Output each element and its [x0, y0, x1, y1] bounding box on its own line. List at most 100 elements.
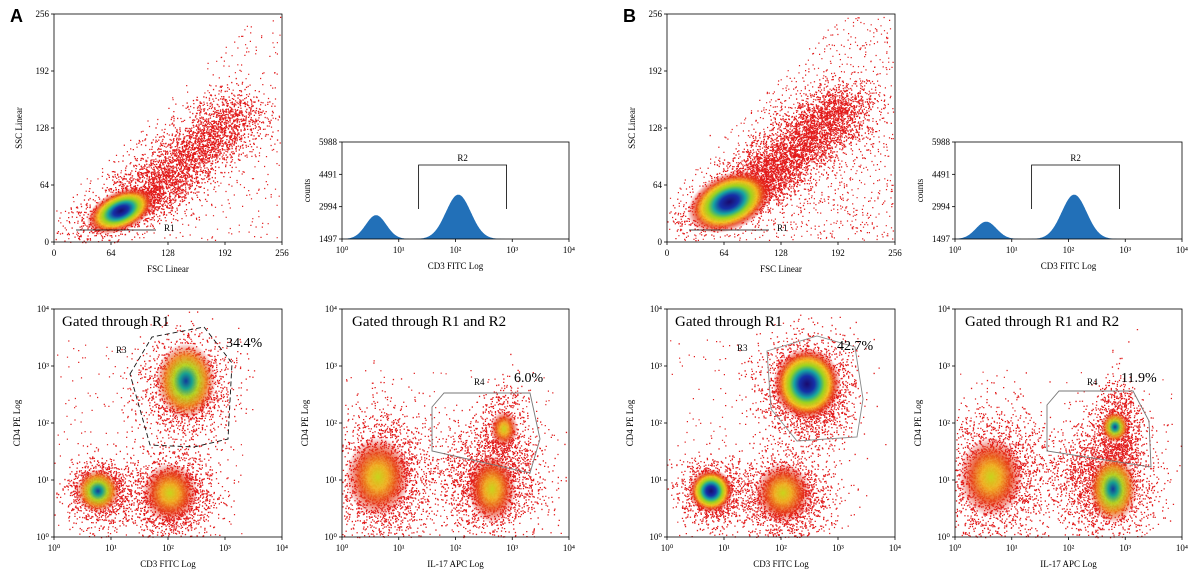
r4-gate-label: R4 [1087, 377, 1098, 387]
y-tick-label: 10⁰ [649, 532, 662, 542]
y-axis-label: counts [302, 178, 312, 202]
y-axis-label: SSC Linear [627, 107, 637, 149]
x-tick-label: 64 [107, 248, 117, 258]
y-tick-label: 10⁴ [37, 304, 49, 314]
scatter-points [108, 138, 230, 237]
scatter-points [750, 98, 863, 179]
x-axis-label: CD3 FITC Log [1041, 261, 1097, 271]
y-tick-label: 10⁴ [325, 304, 337, 314]
y-tick-label: 10³ [325, 361, 337, 371]
x-axis-label: IL-17 APC Log [1040, 559, 1097, 569]
y-tick-label: 192 [649, 66, 663, 76]
y-tick-label: 10² [37, 418, 49, 428]
il17neg-population [959, 437, 1023, 517]
x-tick-label: 0 [665, 248, 670, 258]
x-axis-label: CD3 FITC Log [428, 261, 484, 271]
x-tick-label: 10⁰ [336, 543, 349, 553]
y-tick-label: 2994 [319, 202, 338, 212]
scatter-points [342, 360, 472, 539]
r2-gate-label: R2 [457, 153, 468, 163]
r2-gate [1031, 164, 1120, 209]
y-tick-label: 10¹ [650, 475, 662, 485]
x-axis-label: FSC Linear [760, 264, 802, 274]
x-tick-label: 64 [720, 248, 730, 258]
x-axis-label: IL-17 APC Log [427, 559, 484, 569]
cd4-population [156, 343, 216, 419]
x-tick-label: 10³ [1119, 543, 1131, 553]
x-tick-label: 10² [450, 543, 462, 553]
plot-title: Gated through R1 [675, 314, 782, 330]
x-tick-label: 10⁰ [48, 543, 61, 553]
scatter-points [155, 89, 261, 175]
y-tick-label: 10⁰ [937, 532, 950, 542]
x-tick-label: 10⁰ [949, 245, 962, 255]
cd3-histogram-area [955, 194, 1182, 239]
x-axis-label: CD3 FITC Log [753, 559, 809, 569]
x-tick-label: 10¹ [718, 543, 730, 553]
x-tick-label: 10⁰ [336, 245, 349, 255]
y-tick-label: 0 [45, 237, 50, 247]
r3-gate-label: R3 [737, 343, 748, 353]
y-tick-label: 10⁴ [650, 304, 662, 314]
y-axis-label: SSC Linear [14, 107, 24, 149]
x-tick-label: 128 [774, 248, 788, 258]
scatter-points [148, 106, 257, 196]
r3-gate [129, 326, 233, 448]
r3-gate-label: R3 [116, 345, 127, 355]
il17pos-cd4pos-population [490, 411, 518, 447]
y-tick-label: 0 [658, 237, 663, 247]
r3-percent: 34.4% [226, 336, 263, 351]
y-tick-label: 5988 [319, 137, 338, 147]
il17neg-population [346, 437, 410, 517]
r4-percent: 6.0% [514, 371, 544, 386]
density-layer [76, 170, 1137, 523]
y-tick-label: 4491 [319, 169, 337, 179]
y-axis-label: CD4 PE Log [12, 399, 22, 446]
x-tick-label: 10⁴ [1176, 245, 1188, 255]
x-tick-label: 10¹ [1006, 245, 1018, 255]
r4-gate [1046, 390, 1152, 468]
y-tick-label: 10³ [938, 361, 950, 371]
x-tick-label: 10⁰ [949, 543, 962, 553]
y-tick-label: 10⁰ [324, 532, 337, 542]
x-axis-label: CD3 FITC Log [140, 559, 196, 569]
cd4-population [773, 348, 841, 420]
cd3neg-population [689, 469, 733, 513]
y-tick-label: 4491 [932, 169, 950, 179]
x-tick-label: 10¹ [1006, 543, 1018, 553]
y-tick-label: 10¹ [938, 475, 950, 485]
panel-letter: A [10, 6, 23, 26]
x-tick-label: 10² [775, 543, 787, 553]
x-tick-label: 10² [450, 245, 462, 255]
r1-gate-label: R1 [164, 223, 175, 233]
x-tick-label: 10³ [506, 543, 518, 553]
y-tick-label: 128 [649, 123, 663, 133]
scatter-points [788, 62, 889, 152]
x-tick-label: 10² [1063, 245, 1075, 255]
x-tick-label: 192 [831, 248, 845, 258]
x-tick-label: 10³ [506, 245, 518, 255]
panel-letter: B [623, 6, 636, 26]
il17pos-cd4neg-population [1089, 455, 1137, 523]
x-tick-label: 10⁴ [1176, 543, 1188, 553]
y-axis-label: CD4 PE Log [300, 399, 310, 446]
r3-gate [766, 335, 864, 442]
x-tick-label: 10¹ [393, 543, 405, 553]
x-tick-label: 128 [161, 248, 175, 258]
il17pos-cd4neg-population [468, 455, 516, 523]
x-tick-label: 10⁰ [661, 543, 674, 553]
plot-title: Gated through R1 [62, 314, 169, 330]
x-tick-label: 10³ [219, 543, 231, 553]
r1-gate-label: R1 [777, 223, 788, 233]
y-axis-label: CD4 PE Log [913, 399, 923, 446]
x-tick-label: 192 [218, 248, 232, 258]
y-tick-label: 192 [36, 66, 50, 76]
y-tick-label: 64 [40, 180, 50, 190]
scatter-points [173, 74, 279, 156]
x-tick-label: 10² [162, 543, 174, 553]
y-tick-label: 10⁴ [938, 304, 950, 314]
y-tick-label: 2994 [932, 202, 951, 212]
scatter-points [89, 156, 201, 241]
y-tick-label: 10¹ [37, 475, 49, 485]
